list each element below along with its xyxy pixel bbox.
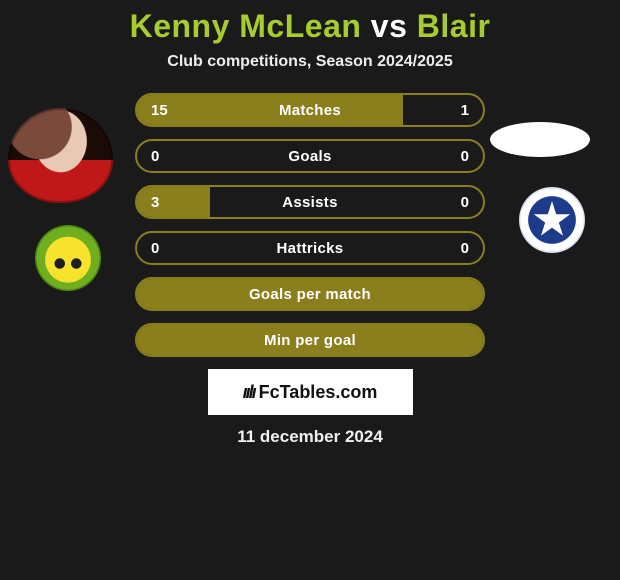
player1-photo — [8, 108, 113, 203]
stat-right-value: 0 — [461, 233, 469, 263]
stat-label: Hattricks — [137, 233, 483, 263]
player2-photo — [490, 122, 590, 157]
stat-row: 3 Assists 0 — [135, 185, 485, 219]
bars-icon: ıılı — [243, 382, 255, 403]
title-player2: Blair — [417, 8, 491, 44]
stat-row: 0 Hattricks 0 — [135, 231, 485, 265]
title-player1: Kenny McLean — [130, 8, 362, 44]
stat-label: Goals per match — [137, 279, 483, 309]
player2-club-crest — [502, 178, 602, 262]
stat-label: Assists — [137, 187, 483, 217]
player1-club-crest — [18, 216, 118, 300]
page-title: Kenny McLean vs Blair — [0, 8, 620, 45]
branding-text: FcTables.com — [259, 382, 378, 403]
stat-label: Min per goal — [137, 325, 483, 355]
stat-label: Matches — [137, 95, 483, 125]
branding-box: ıılı FcTables.com — [208, 369, 413, 415]
comparison-card: Kenny McLean vs Blair Club competitions,… — [0, 0, 620, 580]
stat-row: 0 Goals 0 — [135, 139, 485, 173]
stat-right-value: 0 — [461, 141, 469, 171]
stats-table: 15 Matches 1 0 Goals 0 3 Assists 0 0 Hat… — [135, 93, 485, 357]
stat-right-value: 1 — [461, 95, 469, 125]
stat-label: Goals — [137, 141, 483, 171]
stat-row: Min per goal — [135, 323, 485, 357]
stat-right-value: 0 — [461, 187, 469, 217]
title-vs: vs — [371, 8, 408, 44]
subtitle: Club competitions, Season 2024/2025 — [0, 53, 620, 71]
generated-date: 11 december 2024 — [0, 427, 620, 447]
stat-row: 15 Matches 1 — [135, 93, 485, 127]
stat-row: Goals per match — [135, 277, 485, 311]
